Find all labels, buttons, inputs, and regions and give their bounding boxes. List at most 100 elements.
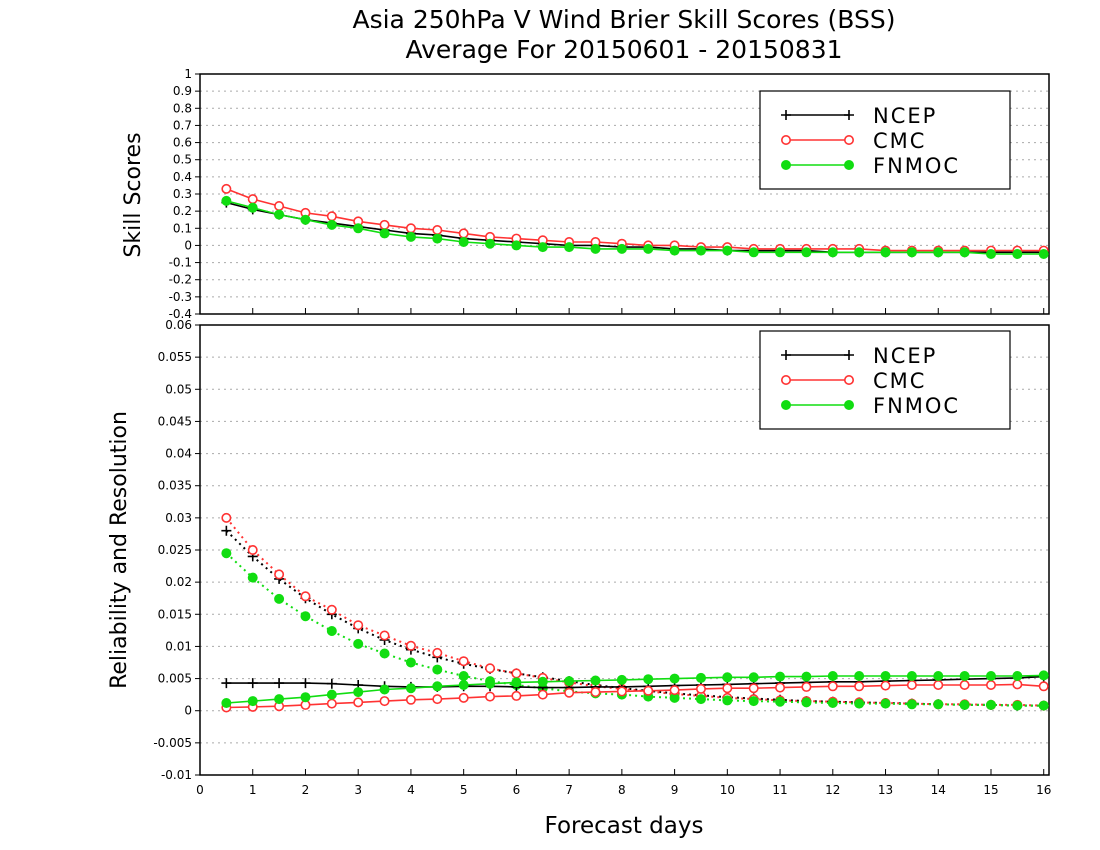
y-tick-label: 0.01 (165, 639, 192, 653)
data-point (695, 694, 706, 705)
data-point (300, 692, 311, 703)
data-point (432, 694, 443, 705)
legend-marker (780, 374, 791, 385)
x-tick-label: 0 (196, 783, 204, 797)
data-point (274, 209, 285, 220)
data-point (537, 242, 548, 253)
data-point (880, 698, 891, 709)
data-point (669, 685, 680, 696)
data-point (458, 228, 469, 239)
data-point (695, 683, 706, 694)
y-tick-label: 0.8 (173, 101, 192, 115)
data-point (379, 630, 390, 641)
plot-frame (199, 324, 1050, 776)
legend-label-cmc: CMC (873, 369, 926, 393)
legend-marker (843, 374, 854, 385)
x-tick-label: 12 (825, 783, 840, 797)
y-tick-label: 0.2 (173, 204, 192, 218)
legend-marker (843, 135, 854, 146)
y-tick-label: 0.04 (165, 447, 192, 461)
legend-label-ncep: NCEP (873, 104, 937, 128)
data-point (801, 681, 812, 692)
x-tick-label: 10 (720, 783, 735, 797)
legend-label-cmc: CMC (873, 129, 926, 153)
data-point (801, 697, 812, 708)
data-point (274, 694, 285, 705)
data-point (537, 676, 548, 687)
series-line (225, 529, 1044, 707)
x-tick-label: 6 (513, 783, 521, 797)
data-point (300, 591, 311, 602)
x-tick-label: 13 (878, 783, 893, 797)
data-point (247, 202, 258, 213)
data-point (405, 694, 416, 705)
x-tick-label: 3 (354, 783, 362, 797)
y-tick-label: 1 (184, 67, 192, 81)
data-point (458, 692, 469, 703)
legend-marker (780, 135, 791, 146)
data-point (959, 699, 970, 710)
data-point (827, 247, 838, 258)
data-point (959, 247, 970, 258)
data-point (379, 648, 390, 659)
data-point (300, 214, 311, 225)
data-point (933, 699, 944, 710)
data-point (854, 671, 865, 681)
y-tick-label: 0.035 (158, 479, 192, 493)
legend-marker (781, 350, 791, 360)
data-point (537, 689, 548, 700)
data-point (247, 572, 258, 583)
data-point (880, 671, 891, 681)
data-point (221, 698, 232, 708)
data-point (274, 593, 285, 604)
y-tick-label: 0.015 (158, 607, 192, 621)
data-point (511, 677, 522, 688)
data-point (854, 681, 865, 692)
data-point (511, 240, 522, 251)
reliability-axis-label: Reliability and Resolution (107, 411, 132, 689)
data-point (274, 201, 285, 212)
legend-marker (844, 110, 854, 120)
skill-scores-axis-label: Skill Scores (121, 132, 146, 257)
data-point (748, 672, 759, 683)
data-point (379, 219, 390, 230)
data-point (827, 681, 838, 692)
y-tick-label: 0.055 (158, 350, 192, 364)
x-axis-label: Forecast days (545, 813, 704, 839)
data-point (221, 195, 232, 206)
data-point (300, 678, 311, 689)
data-point (959, 671, 970, 681)
data-point (722, 672, 733, 683)
y-tick-label: 0.7 (173, 118, 192, 132)
data-point (616, 686, 627, 697)
data-point (247, 696, 258, 707)
data-point (432, 681, 443, 692)
y-tick-label: 0.9 (173, 84, 192, 98)
data-point (669, 245, 680, 256)
data-point (1038, 681, 1049, 692)
data-point (405, 640, 416, 651)
x-tick-label: 8 (618, 783, 626, 797)
data-point (722, 245, 733, 256)
data-point (643, 685, 654, 696)
data-point (221, 183, 232, 194)
data-point (801, 247, 812, 258)
data-point (880, 680, 891, 691)
data-point (590, 687, 601, 698)
data-point (906, 247, 917, 258)
chart-title-line2: Average For 20150601 - 20150831 (405, 35, 842, 64)
y-tick-label: -0.005 (153, 736, 192, 750)
legend-label-fnmoc: FNMOC (873, 394, 960, 418)
series-cmc-solid (221, 679, 1049, 713)
data-point (1038, 670, 1049, 681)
data-point (353, 697, 364, 708)
data-point (1012, 671, 1023, 681)
data-point (300, 611, 311, 622)
data-point (722, 695, 733, 706)
x-tick-label: 15 (983, 783, 998, 797)
legend-marker (781, 110, 791, 120)
x-tick-label: 1 (249, 783, 257, 797)
legend-marker (781, 160, 791, 170)
data-point (564, 687, 575, 698)
